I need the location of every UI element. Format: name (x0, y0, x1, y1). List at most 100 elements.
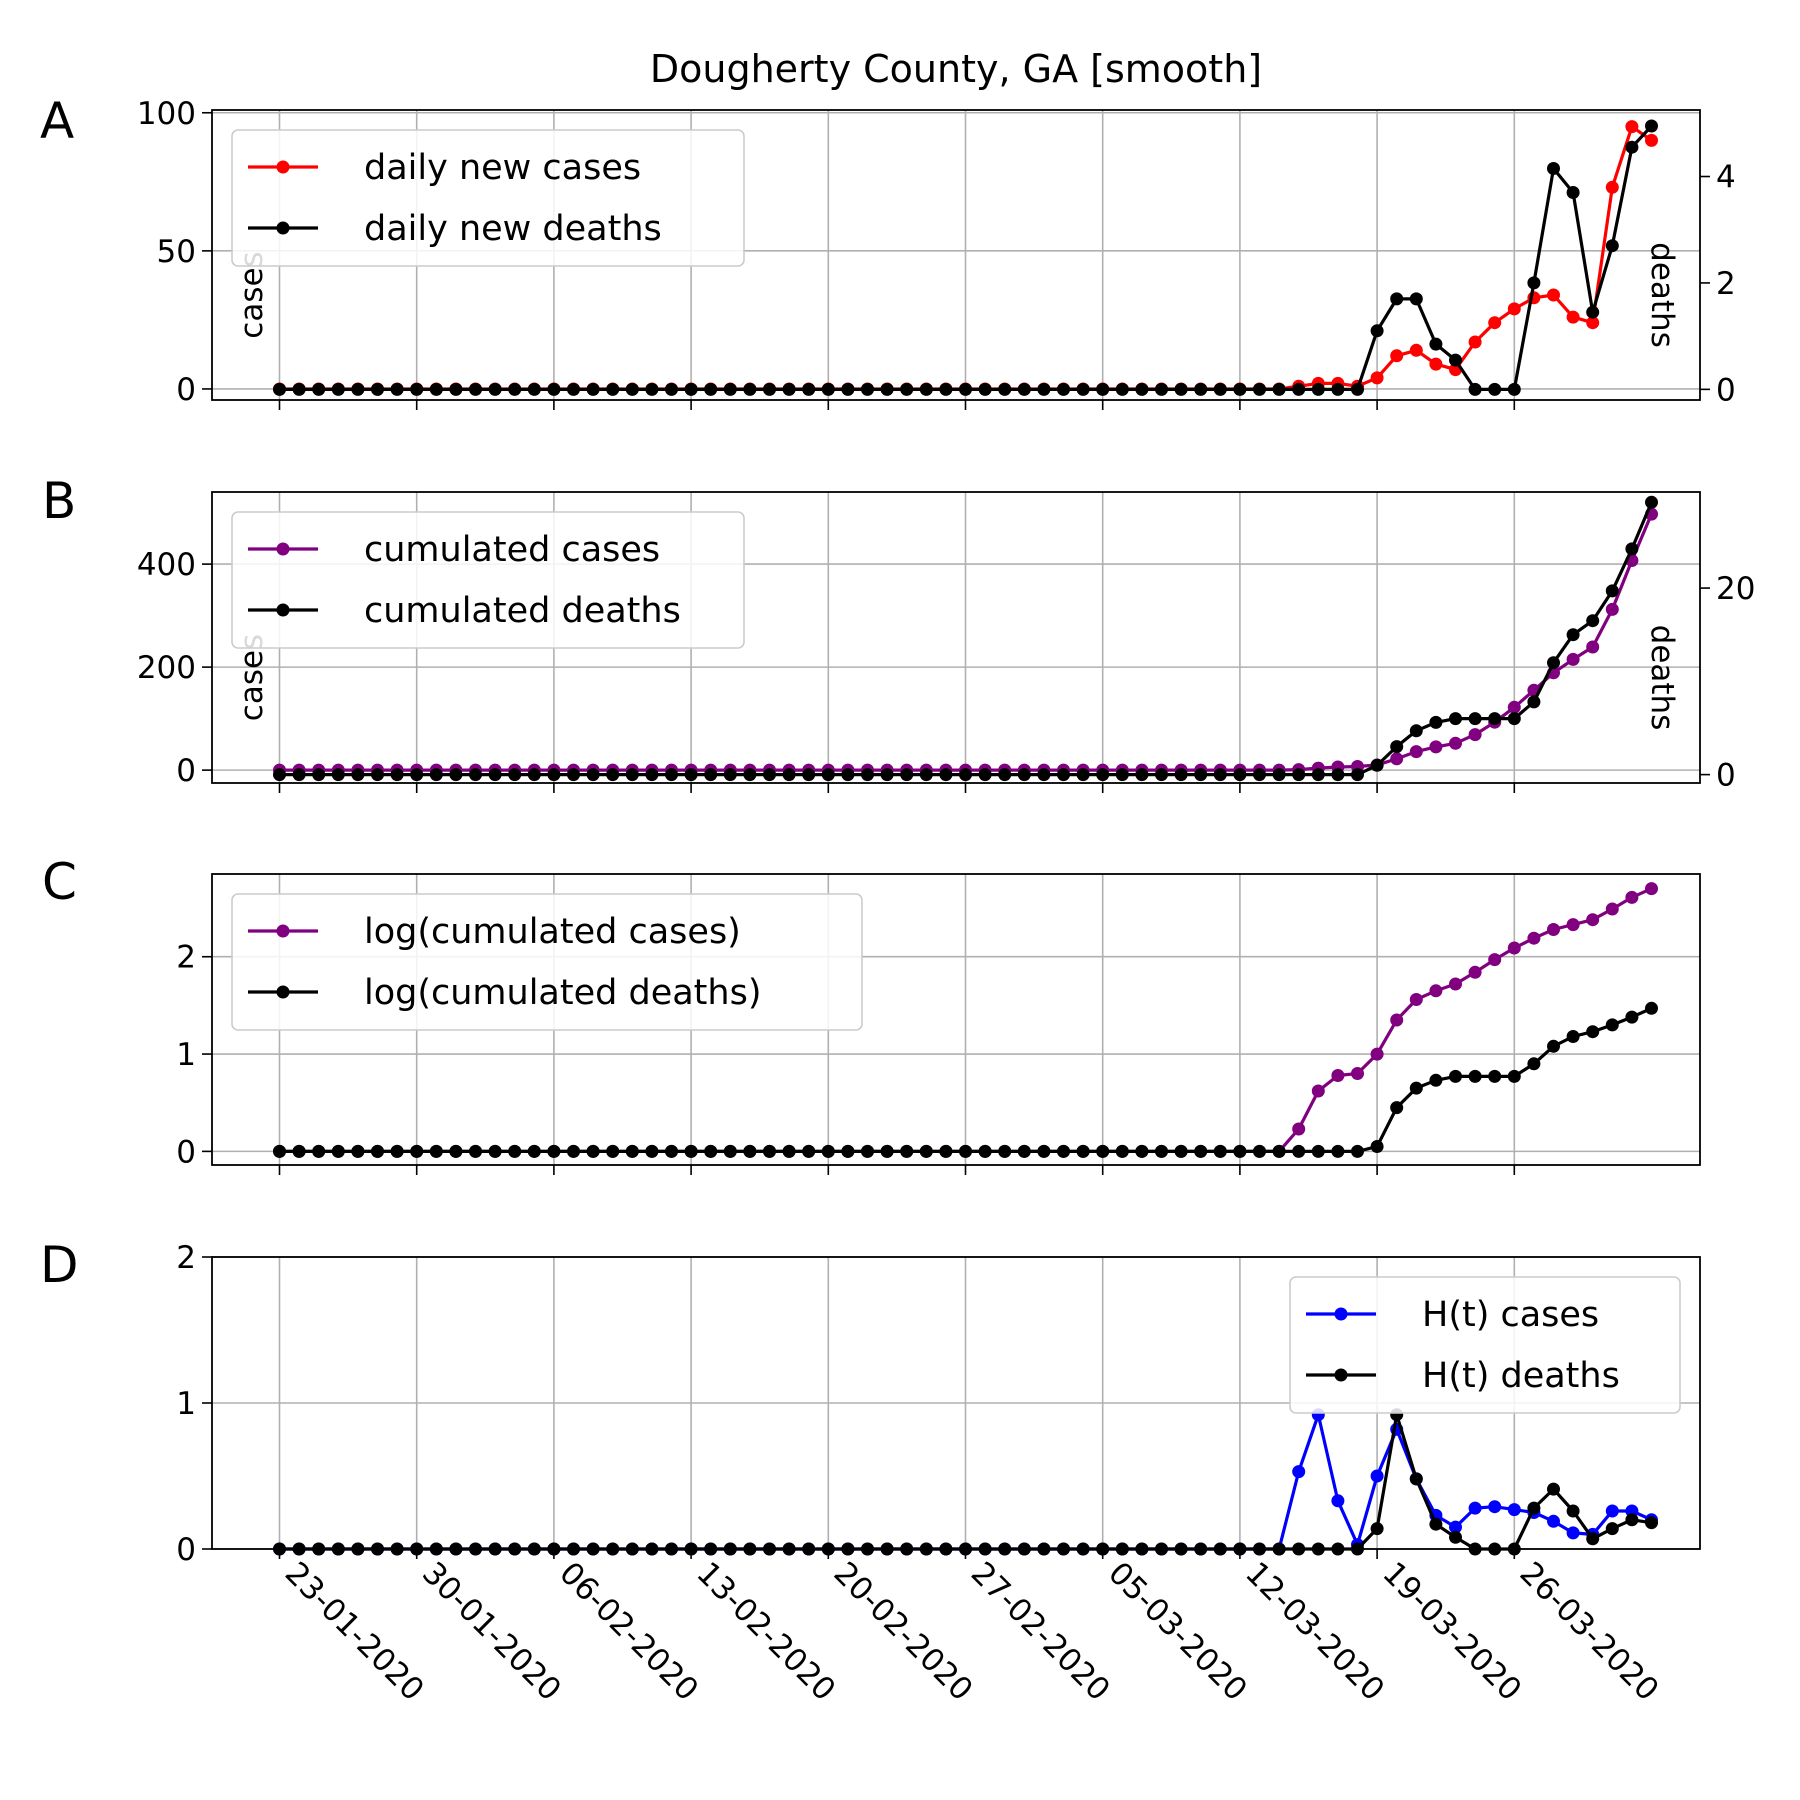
data-point (508, 1144, 522, 1158)
data-point (1037, 768, 1051, 782)
data-point (1586, 640, 1600, 654)
x-tick-label: 06-02-2020 (552, 1555, 705, 1708)
data-point (782, 1144, 796, 1158)
data-point (782, 768, 796, 782)
data-point (1311, 1084, 1325, 1098)
data-point (1017, 1144, 1031, 1158)
data-point (1488, 382, 1502, 396)
data-point (273, 382, 286, 396)
data-point (743, 768, 757, 782)
data-point (861, 1144, 874, 1158)
data-point (1586, 305, 1600, 319)
data-point (1547, 162, 1560, 175)
data-point (606, 382, 620, 396)
data-point (1429, 984, 1443, 998)
data-point (351, 768, 365, 782)
data-point (449, 768, 463, 782)
x-tick-label: 23-01-2020 (278, 1555, 431, 1708)
data-point (919, 1144, 933, 1158)
data-point (1272, 768, 1286, 782)
data-point (861, 768, 874, 782)
data-point (1566, 652, 1580, 666)
data-point (1253, 1144, 1266, 1158)
data-point (567, 768, 580, 782)
data-point (1370, 371, 1384, 385)
data-point (900, 382, 914, 396)
data-point (1370, 324, 1384, 338)
data-point (861, 382, 874, 396)
data-point (1605, 584, 1619, 598)
data-point (723, 768, 737, 782)
data-point (606, 768, 620, 782)
data-point (1017, 768, 1031, 782)
data-point (1468, 965, 1482, 979)
legend: H(t) cases H(t) deaths (1289, 1276, 1681, 1414)
data-point (1409, 343, 1423, 357)
data-point (665, 768, 678, 782)
data-point (1566, 310, 1580, 324)
data-point (1194, 1144, 1208, 1158)
data-point (1253, 382, 1266, 396)
data-point (1449, 353, 1462, 367)
data-point (1037, 382, 1051, 396)
data-point (1351, 382, 1364, 396)
data-point (292, 1144, 306, 1158)
data-point (1429, 740, 1443, 754)
series-daily-new-deaths (273, 119, 1658, 396)
data-point (1292, 1122, 1306, 1136)
data-point (1468, 1069, 1482, 1083)
data-point (469, 1144, 482, 1158)
data-point (606, 1144, 620, 1158)
data-point (1174, 1144, 1188, 1158)
data-point (429, 382, 443, 396)
data-point (1076, 1144, 1090, 1158)
data-point (1547, 1514, 1560, 1528)
data-point (978, 768, 992, 782)
data-point (469, 382, 482, 396)
data-point (449, 382, 463, 396)
data-point (1311, 1144, 1325, 1158)
data-point (547, 382, 561, 396)
data-point (704, 1144, 718, 1158)
y-tick-label: 400 (137, 547, 196, 583)
data-point (1370, 1047, 1384, 1061)
data-point (567, 382, 580, 396)
data-point (273, 1144, 286, 1158)
data-point (1213, 1144, 1227, 1158)
x-tick-label: 12-03-2020 (1238, 1555, 1391, 1708)
y2-tick-label: 0 (1716, 372, 1736, 408)
panel-D: 0 1 2 H(t) cases H(t) deaths D (40, 1236, 1701, 1568)
data-point (1351, 768, 1364, 782)
legend-label: daily new deaths (364, 209, 662, 249)
data-point (390, 1144, 404, 1158)
data-point (1057, 382, 1070, 396)
data-point (1409, 993, 1423, 1006)
data-point (1429, 337, 1443, 351)
axes-frame (211, 1256, 1701, 1550)
data-point (1488, 1500, 1502, 1514)
data-point (880, 1144, 894, 1158)
data-point (1096, 768, 1110, 782)
legend-label: H(t) cases (1422, 1295, 1599, 1335)
data-point (1390, 752, 1404, 766)
data-point (684, 382, 698, 396)
data-point (1449, 1530, 1462, 1544)
data-point (1311, 382, 1325, 396)
y-tick-label: 200 (137, 650, 196, 686)
data-point (1292, 768, 1306, 782)
data-point (1547, 1039, 1560, 1053)
data-point (1194, 382, 1208, 396)
data-point (841, 1144, 855, 1158)
data-point (586, 382, 600, 396)
legend-marker (276, 985, 290, 999)
data-point (1625, 542, 1639, 556)
data-point (331, 1144, 345, 1158)
data-point (723, 382, 737, 396)
data-point (841, 382, 855, 396)
data-point (939, 382, 953, 396)
chart-title: Dougherty County, GA [smooth] (650, 47, 1262, 91)
data-point (998, 382, 1012, 396)
data-point (429, 1144, 443, 1158)
